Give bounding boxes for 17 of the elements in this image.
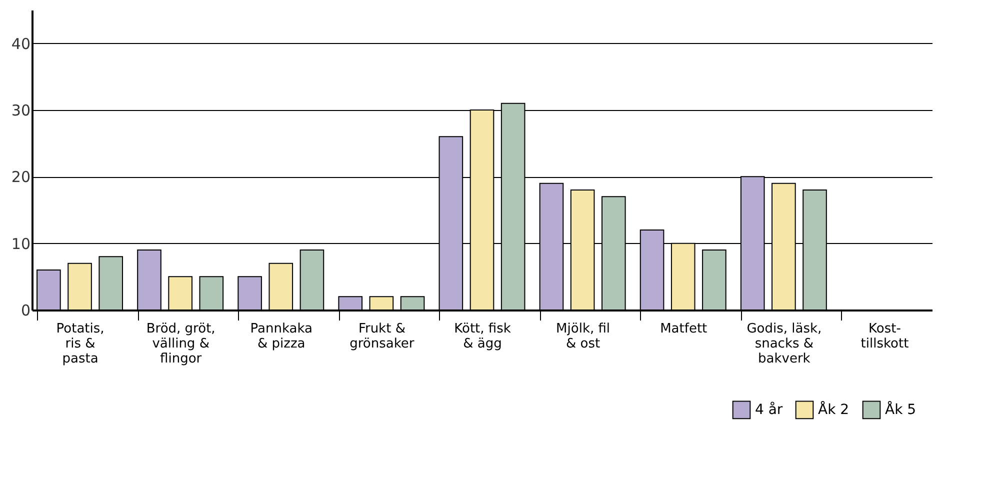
x-tick-label: Kost- tillskott bbox=[860, 322, 909, 352]
legend-label: Åk 2 bbox=[818, 400, 850, 418]
x-tick-label: Kött, fisk & ägg bbox=[454, 322, 512, 352]
legend-label: 4 år bbox=[755, 400, 783, 418]
x-tick-label: Bröd, gröt, välling & flingor bbox=[146, 322, 216, 366]
y-tick-label: 10 bbox=[11, 234, 30, 253]
x-tick-label: Matfett bbox=[660, 322, 708, 336]
legend-label: Åk 5 bbox=[885, 400, 916, 418]
x-tick-label: Potatis, ris & pasta bbox=[56, 322, 104, 366]
y-tick-label: 20 bbox=[11, 168, 30, 186]
y-tick-label: 30 bbox=[11, 102, 30, 120]
x-tick-label: Pannkaka & pizza bbox=[250, 322, 312, 352]
x-tick-label: Godis, läsk, snacks & bakverk bbox=[746, 322, 822, 366]
x-tick-label: Mjölk, fil & ost bbox=[556, 322, 610, 352]
x-tick-label: Frukt & grönsaker bbox=[350, 322, 415, 352]
y-tick-label: 40 bbox=[11, 34, 30, 53]
y-tick-label: 0 bbox=[20, 302, 30, 320]
